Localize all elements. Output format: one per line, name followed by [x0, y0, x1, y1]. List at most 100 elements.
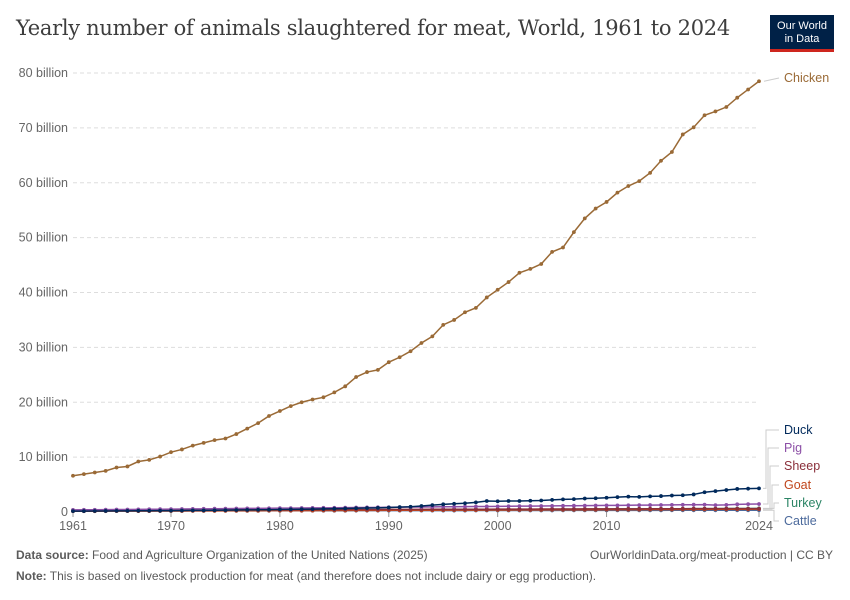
data-point-pig	[561, 503, 565, 508]
data-point-chicken	[354, 375, 359, 379]
x-tick-label: 1970	[157, 519, 185, 533]
data-point-pig	[626, 503, 631, 508]
data-point-chicken	[386, 360, 391, 365]
y-tick-label: 30 billion	[19, 340, 68, 354]
x-tick-label: 2010	[593, 519, 621, 533]
data-point-duck	[212, 508, 217, 513]
data-point-sheep	[757, 506, 761, 511]
data-point-chicken	[288, 404, 293, 408]
data-point-chicken	[136, 459, 141, 464]
data-point-chicken	[746, 87, 751, 92]
data-point-duck	[375, 505, 380, 510]
data-point-chicken	[201, 440, 206, 445]
data-point-duck	[680, 493, 685, 498]
series-label-turkey: Turkey	[784, 496, 822, 510]
y-tick-label: 80 billion	[19, 66, 68, 80]
data-point-duck	[71, 509, 75, 514]
data-point-duck	[746, 486, 751, 491]
series-line-duck	[72, 487, 760, 512]
data-point-duck	[463, 501, 467, 506]
data-point-duck	[484, 499, 489, 503]
y-tick-label: 60 billion	[19, 176, 68, 190]
data-point-duck	[669, 493, 674, 498]
data-point-duck	[506, 499, 511, 503]
data-point-duck	[637, 495, 642, 499]
data-point-sheep	[517, 507, 522, 511]
data-point-duck	[517, 499, 522, 503]
data-point-duck	[615, 495, 620, 500]
data-point-chicken	[430, 334, 435, 339]
logo-accent-bar	[770, 49, 834, 52]
data-point-duck	[757, 486, 761, 491]
source-url[interactable]: OurWorldinData.org/meat-production | CC …	[590, 548, 833, 562]
label-connector	[763, 502, 779, 509]
data-point-duck	[277, 507, 282, 512]
y-tick-label: 20 billion	[19, 395, 68, 409]
data-point-chicken	[702, 113, 707, 118]
data-point-chicken	[463, 310, 467, 315]
data-point-duck	[267, 507, 271, 512]
data-point-sheep	[593, 507, 598, 511]
data-point-chicken	[626, 184, 631, 188]
data-point-duck	[103, 509, 108, 513]
data-point-chicken	[169, 450, 173, 455]
data-point-chicken	[408, 349, 413, 354]
data-point-sheep	[473, 507, 478, 512]
data-point-pig	[452, 504, 457, 509]
data-point-duck	[528, 498, 533, 503]
data-point-chicken	[375, 367, 380, 372]
data-point-chicken	[310, 397, 315, 402]
data-point-chicken	[539, 262, 544, 266]
note-text: This is based on livestock production fo…	[49, 569, 597, 583]
data-point-chicken	[506, 280, 511, 284]
data-point-pig	[735, 502, 740, 507]
chart-title: Yearly number of animals slaughtered for…	[16, 16, 730, 40]
data-point-pig	[506, 504, 511, 509]
data-point-chicken	[125, 464, 130, 469]
series-label-duck: Duck	[784, 423, 813, 437]
data-point-duck	[299, 507, 304, 512]
data-point-pig	[680, 502, 685, 507]
data-point-sheep	[713, 506, 718, 511]
data-point-duck	[354, 506, 359, 511]
data-point-duck	[550, 498, 555, 502]
data-point-duck	[81, 509, 86, 513]
data-point-duck	[169, 508, 173, 513]
data-point-chicken	[637, 179, 642, 184]
data-point-sheep	[680, 506, 685, 511]
data-point-chicken	[190, 443, 195, 448]
source-text[interactable]: Food and Agriculture Organization of the…	[92, 548, 428, 562]
data-point-pig	[724, 502, 729, 507]
data-point-chicken	[92, 470, 97, 475]
data-point-duck	[223, 508, 228, 513]
data-point-duck	[713, 489, 718, 494]
data-point-duck	[190, 508, 195, 513]
label-connector	[763, 465, 779, 510]
data-point-duck	[648, 494, 653, 499]
y-tick-label: 10 billion	[19, 450, 68, 464]
data-point-sheep	[637, 506, 642, 511]
data-point-chicken	[332, 390, 337, 395]
data-point-chicken	[680, 132, 685, 137]
data-point-chicken	[321, 395, 326, 400]
label-connector	[763, 77, 780, 82]
data-point-sheep	[604, 506, 609, 511]
data-point-duck	[604, 495, 609, 500]
data-point-chicken	[103, 468, 108, 473]
label-connector	[763, 429, 779, 489]
data-point-pig	[571, 503, 576, 508]
data-point-duck	[365, 506, 369, 510]
data-point-duck	[735, 487, 740, 491]
owid-logo[interactable]: Our World in Data	[770, 15, 834, 52]
data-point-chicken	[71, 473, 75, 478]
data-source: Data source: Food and Agriculture Organi…	[16, 548, 428, 562]
data-point-chicken	[212, 438, 217, 443]
data-point-duck	[332, 506, 337, 511]
data-point-chicken	[397, 355, 402, 360]
data-point-pig	[659, 503, 663, 507]
data-point-duck	[92, 509, 97, 513]
y-tick-label: 50 billion	[19, 231, 68, 245]
data-point-chicken	[267, 414, 271, 418]
data-point-pig	[582, 503, 587, 508]
data-point-duck	[158, 508, 163, 513]
